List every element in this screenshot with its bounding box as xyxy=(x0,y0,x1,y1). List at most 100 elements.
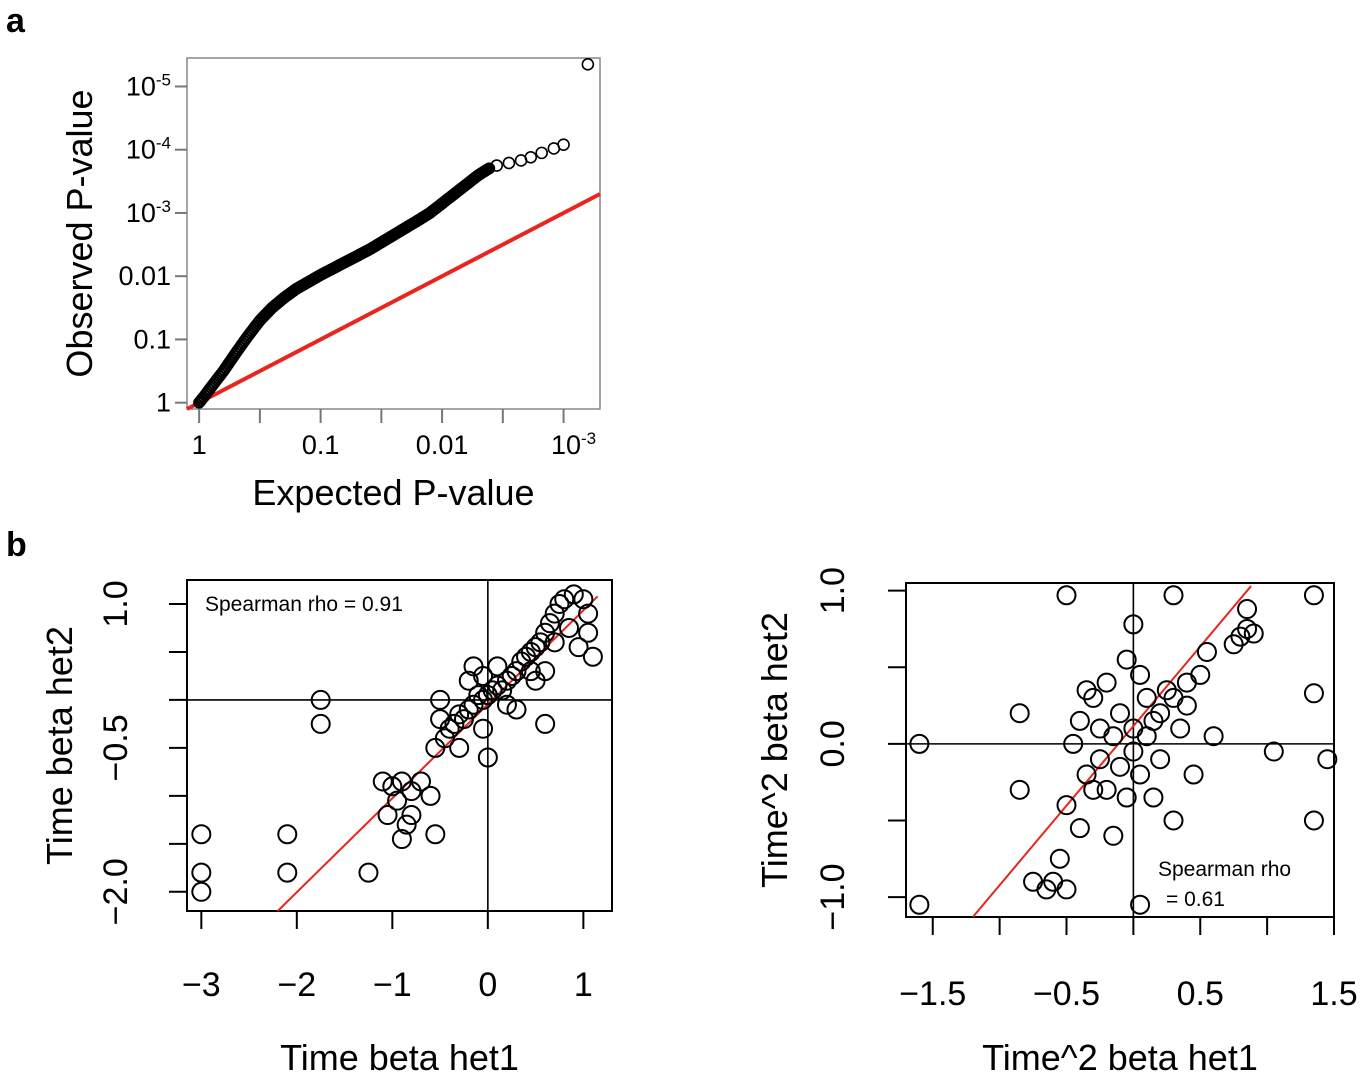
data-point xyxy=(573,589,594,610)
y-axis-title: Observed P-value xyxy=(59,89,100,377)
y-tick-label: 1 xyxy=(156,388,171,418)
data-point xyxy=(520,661,541,682)
data-point xyxy=(449,737,470,758)
plot-frame xyxy=(186,579,613,912)
data-point xyxy=(1143,710,1164,731)
data-point xyxy=(490,159,504,172)
data-point xyxy=(1183,764,1204,785)
data-point xyxy=(544,632,565,653)
data-point xyxy=(1083,779,1104,800)
data-point xyxy=(310,713,331,734)
data-point xyxy=(1103,726,1124,747)
data-point xyxy=(1123,741,1144,762)
y-tick-label: 0.0 xyxy=(814,720,852,767)
data-point xyxy=(1170,718,1191,739)
data-point xyxy=(358,862,379,883)
data-point xyxy=(568,637,589,658)
x-axis-title: Time beta het1 xyxy=(280,1037,519,1077)
data-point xyxy=(1009,779,1030,800)
data-point xyxy=(559,617,580,638)
x-tick-label: −0.5 xyxy=(1033,975,1100,1013)
data-point xyxy=(487,656,508,677)
data-point xyxy=(1196,641,1217,662)
data-point xyxy=(310,689,331,710)
data-point xyxy=(1049,848,1070,869)
data-point xyxy=(581,58,595,71)
data-point xyxy=(578,603,599,624)
data-point xyxy=(1203,726,1224,747)
y-tick-label: 0.01 xyxy=(118,261,171,291)
data-point xyxy=(1303,810,1324,831)
data-point xyxy=(578,622,599,643)
data-point xyxy=(391,829,412,850)
data-point xyxy=(1056,795,1077,816)
y-tick-label: 0.1 xyxy=(133,324,171,354)
data-point xyxy=(1176,672,1197,693)
data-point xyxy=(1317,749,1338,770)
x-tick-label: 10-3 xyxy=(551,429,596,460)
data-point xyxy=(483,162,496,175)
data-point xyxy=(482,680,503,701)
data-point xyxy=(277,824,298,845)
x-tick-label: 1.5 xyxy=(1310,975,1357,1013)
data-point xyxy=(1156,680,1177,701)
data-point xyxy=(1056,879,1077,900)
data-point xyxy=(506,699,527,720)
data-point xyxy=(449,704,470,725)
data-point xyxy=(463,694,484,715)
data-point xyxy=(492,680,513,701)
data-point xyxy=(191,881,212,902)
data-point xyxy=(377,805,398,826)
x-tick-label: 0.5 xyxy=(1177,975,1224,1013)
data-point xyxy=(539,613,560,634)
data-point xyxy=(1110,756,1130,777)
data-point xyxy=(473,718,494,739)
data-point xyxy=(1263,741,1284,762)
data-point xyxy=(1136,687,1157,708)
x-tick-label: 1 xyxy=(192,430,207,460)
reference-line xyxy=(186,192,601,411)
plot-frame xyxy=(905,582,1335,918)
data-point xyxy=(1130,664,1151,685)
data-point xyxy=(535,713,556,734)
data-point xyxy=(458,670,479,691)
data-point xyxy=(1237,618,1258,639)
data-point xyxy=(1230,626,1251,647)
panel-letter-a: a xyxy=(6,2,26,40)
data-point xyxy=(1303,683,1324,704)
data-point xyxy=(1096,672,1117,693)
spearman-annotation: Spearman rho = 0.91 xyxy=(205,593,403,616)
data-point xyxy=(458,699,479,720)
data-point xyxy=(1116,787,1137,808)
data-point xyxy=(1123,614,1144,635)
data-point xyxy=(544,603,565,624)
data-point xyxy=(1063,733,1084,754)
data-point xyxy=(525,670,546,691)
data-point xyxy=(1116,649,1137,670)
data-point xyxy=(563,584,584,605)
data-point xyxy=(430,689,451,710)
data-point xyxy=(1089,718,1110,739)
data-point xyxy=(1023,871,1044,892)
qq-plot: 1 0.1 0.01 10-3 1 0.1 0.01 10-3 10-4 10-5 Expected… xyxy=(59,57,601,513)
data-point xyxy=(468,685,489,706)
data-point xyxy=(530,632,551,653)
y-tick-label: 1.0 xyxy=(814,567,852,614)
data-point xyxy=(1237,599,1258,620)
data-point xyxy=(453,709,474,730)
y-tick-label: −0.5 xyxy=(97,714,135,781)
data-point xyxy=(501,665,522,686)
data-point xyxy=(524,150,538,164)
data-point xyxy=(557,138,570,151)
data-point xyxy=(1036,879,1057,900)
x-tick-label: 0.1 xyxy=(302,430,340,460)
x-tick-label: −1.5 xyxy=(899,975,966,1013)
time2-beta-scatter: −1.5 −0.5 0.5 1.5 −1.0 0.0 1.0 Spearman rho = 0.… xyxy=(754,567,1358,1077)
y-tick-label: −2.0 xyxy=(97,858,135,925)
data-point xyxy=(425,737,446,758)
data-point xyxy=(1223,634,1244,655)
data-point xyxy=(549,593,570,614)
data-point xyxy=(502,156,516,170)
x-tick-label: −3 xyxy=(182,966,221,1004)
data-point xyxy=(463,656,484,677)
